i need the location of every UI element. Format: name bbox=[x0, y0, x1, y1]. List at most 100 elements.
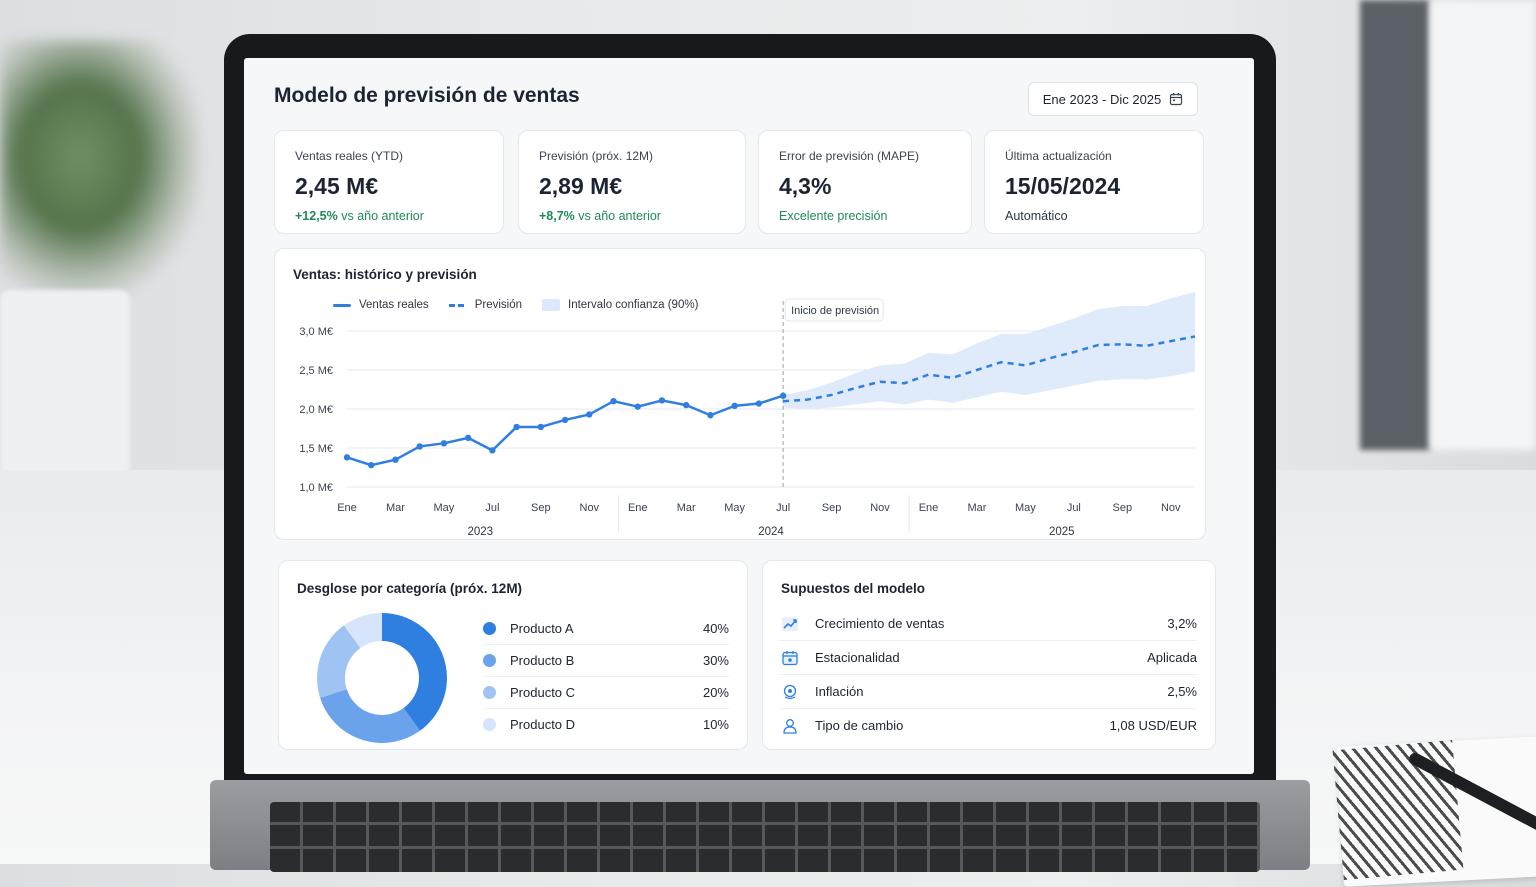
assumptions-list: Crecimiento de ventas 3,2% Estacionalida… bbox=[779, 607, 1197, 742]
x-tick-label: Sep bbox=[822, 502, 842, 514]
donut-hole bbox=[345, 641, 419, 715]
assumption-value: 1,08 USD/EUR bbox=[1109, 718, 1197, 733]
kpi-label: Previsión (próx. 12M) bbox=[539, 149, 654, 163]
data-point bbox=[392, 456, 399, 463]
data-point bbox=[610, 398, 617, 405]
sales-chart-card: Ventas: histórico y previsión Ventas rea… bbox=[274, 248, 1206, 540]
date-range-label: Ene 2023 - Dic 2025 bbox=[1042, 91, 1162, 107]
x-tick-label: Mar bbox=[967, 502, 986, 514]
category-title: Desglose por categoría (próx. 12M) bbox=[297, 581, 523, 596]
category-dot bbox=[483, 686, 496, 699]
x-tick-label: Mar bbox=[677, 502, 696, 514]
data-point bbox=[731, 402, 738, 410]
x-tick-label: Nov bbox=[1161, 502, 1181, 514]
legend-item-actual[interactable]: Ventas reales bbox=[333, 299, 429, 311]
category-name: Producto A bbox=[510, 621, 574, 636]
x-tick-label: Sep bbox=[531, 502, 551, 514]
category-pct: 20% bbox=[702, 685, 729, 700]
page-title: Modelo de previsión de ventas bbox=[274, 84, 580, 107]
y-tick-label: 3,0 M€ bbox=[299, 326, 333, 338]
date-range-picker[interactable]: Ene 2023 - Dic 2025 bbox=[1028, 82, 1198, 116]
confidence-band bbox=[783, 292, 1195, 409]
category-breakdown-card: Desglose por categoría (próx. 12M) Produ… bbox=[278, 560, 748, 750]
x-tick-label: Ene bbox=[337, 502, 357, 514]
category-dot bbox=[483, 622, 496, 635]
data-point bbox=[368, 461, 375, 469]
data-point bbox=[416, 443, 423, 450]
assumption-name: Inflación bbox=[815, 684, 864, 699]
dashboard-screen: Modelo de previsión de ventas Ene 2023 -… bbox=[244, 58, 1254, 774]
category-row: Producto D 10% bbox=[483, 709, 729, 740]
kpi-value: 15/05/2024 bbox=[1005, 173, 1121, 199]
kpi-label: Última actualización bbox=[1005, 149, 1112, 163]
x-tick-label: Jul bbox=[485, 502, 499, 514]
kpi-card-forecast: Previsión (próx. 12M) 2,89 M€ +8,7% vs a… bbox=[518, 130, 746, 234]
data-point bbox=[537, 423, 545, 431]
category-name: Producto D bbox=[510, 717, 576, 732]
data-point bbox=[658, 397, 666, 404]
data-point bbox=[561, 416, 569, 424]
legend-swatch-solid bbox=[333, 303, 351, 307]
x-tick-label: Jul bbox=[776, 502, 790, 514]
category-row: Producto A 40% bbox=[483, 613, 729, 645]
legend-item-forecast[interactable]: Previsión bbox=[448, 299, 522, 311]
y-tick-label: 1,0 M€ bbox=[299, 482, 333, 494]
person-icon bbox=[779, 717, 801, 735]
year-label: 2024 bbox=[758, 526, 784, 538]
kpi-value: 2,89 M€ bbox=[539, 173, 623, 199]
data-point bbox=[755, 400, 763, 407]
x-tick-label: May bbox=[1015, 502, 1036, 514]
assumptions-title: Supuestos del modelo bbox=[781, 581, 926, 596]
year-label: 2025 bbox=[1049, 526, 1075, 538]
category-pct: 10% bbox=[702, 717, 729, 732]
category-name: Producto C bbox=[510, 685, 576, 700]
category-dot bbox=[483, 718, 496, 731]
trend-up-icon bbox=[779, 615, 801, 633]
data-point bbox=[779, 392, 787, 399]
assumption-value: Aplicada bbox=[1147, 650, 1197, 665]
legend-swatch-dashed bbox=[448, 303, 467, 307]
category-row: Producto B 30% bbox=[483, 645, 729, 677]
y-tick-label: 2,5 M€ bbox=[299, 365, 333, 377]
x-tick-label: Jul bbox=[1067, 502, 1081, 514]
category-row: Producto C 20% bbox=[483, 677, 729, 709]
background-plant bbox=[0, 40, 200, 300]
x-tick-label: May bbox=[434, 502, 455, 514]
category-dot bbox=[483, 654, 496, 667]
forecast-start-label: Inicio de previsión bbox=[791, 305, 879, 317]
category-pct: 40% bbox=[702, 621, 729, 636]
notebook-spiral bbox=[1332, 740, 1464, 880]
data-point bbox=[707, 412, 714, 419]
assumption-row: Estacionalidad Aplicada bbox=[779, 641, 1197, 675]
assumption-name: Estacionalidad bbox=[815, 650, 900, 665]
category-name: Producto B bbox=[510, 653, 575, 668]
category-donut-chart[interactable] bbox=[317, 613, 447, 743]
data-point bbox=[440, 440, 448, 447]
chart-legend: Ventas reales Previsión Intervalo confia… bbox=[333, 299, 698, 311]
x-tick-label: Ene bbox=[628, 502, 648, 514]
assumption-value: 2,5% bbox=[1167, 684, 1197, 699]
kpi-card-actual-sales: Ventas reales (YTD) 2,45 M€ +12,5% vs añ… bbox=[274, 130, 504, 234]
data-point bbox=[634, 403, 641, 410]
data-point bbox=[489, 447, 496, 454]
kpi-value: 4,3% bbox=[779, 173, 832, 199]
kpi-delta: +12,5% vs año anterior bbox=[295, 209, 424, 223]
x-tick-label: Mar bbox=[386, 502, 405, 514]
kpi-card-last-update: Última actualización 15/05/2024 Automáti… bbox=[984, 130, 1204, 234]
legend-swatch-band bbox=[542, 299, 560, 311]
kpi-status: Excelente precisión bbox=[779, 209, 888, 223]
assumption-row: Crecimiento de ventas 3,2% bbox=[779, 607, 1197, 641]
data-point bbox=[586, 411, 593, 418]
calendar-icon bbox=[1170, 93, 1183, 106]
x-tick-label: Ene bbox=[919, 502, 939, 514]
background-pot bbox=[0, 290, 130, 500]
window-light bbox=[1430, 0, 1536, 450]
assumption-name: Crecimiento de ventas bbox=[815, 616, 945, 631]
keyboard bbox=[270, 802, 1260, 872]
sales-line-chart[interactable]: 1,0 M€ 1,5 M€ 2,0 M€ 2,5 M€ 3,0 M€ Inicio de … bbox=[275, 249, 1207, 541]
x-tick-label: Nov bbox=[580, 502, 600, 514]
y-tick-label: 2,0 M€ bbox=[299, 404, 333, 416]
legend-item-band[interactable]: Intervalo confianza (90%) bbox=[542, 299, 698, 311]
kpi-label: Error de previsión (MAPE) bbox=[779, 149, 920, 163]
x-tick-label: May bbox=[724, 502, 745, 514]
